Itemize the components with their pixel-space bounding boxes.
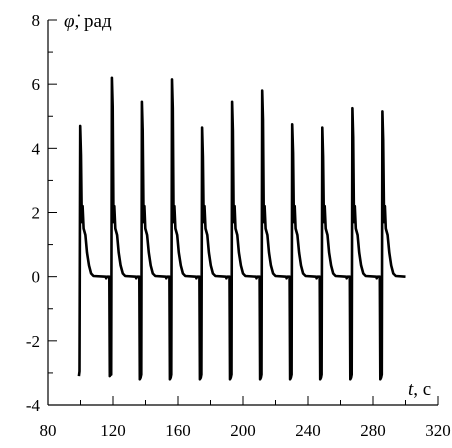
y-tick-label: 2 — [32, 204, 41, 223]
x-tick-label: 200 — [230, 421, 256, 440]
y-tick-label: -2 — [26, 332, 40, 351]
x-tick-label: 320 — [425, 421, 451, 440]
y-tick-label: 0 — [32, 268, 41, 287]
x-tick-label: 280 — [360, 421, 386, 440]
series-line — [77, 76, 406, 381]
x-tick-label: 240 — [295, 421, 321, 440]
x-tick-label: 120 — [100, 421, 126, 440]
y-tick-label: 4 — [32, 139, 41, 158]
x-axis-symbol: t — [408, 379, 414, 400]
y-axis-title: φ̇, рад — [64, 11, 112, 32]
y-tick-label: 6 — [32, 75, 41, 94]
x-axis-unit: , c — [413, 379, 431, 400]
chart-tick-labels: -4 -2 0 2 4 6 8 80 120 160 200 240 280 320 — [26, 11, 451, 440]
x-axis-title: t, c — [408, 379, 431, 400]
chart-ticks — [47, 19, 439, 406]
x-tick-label: 160 — [165, 421, 191, 440]
y-tick-label: 8 — [32, 11, 41, 30]
y-tick-label: -4 — [26, 396, 41, 415]
x-tick-label: 80 — [40, 421, 57, 440]
y-axis-unit: , рад — [75, 11, 112, 32]
